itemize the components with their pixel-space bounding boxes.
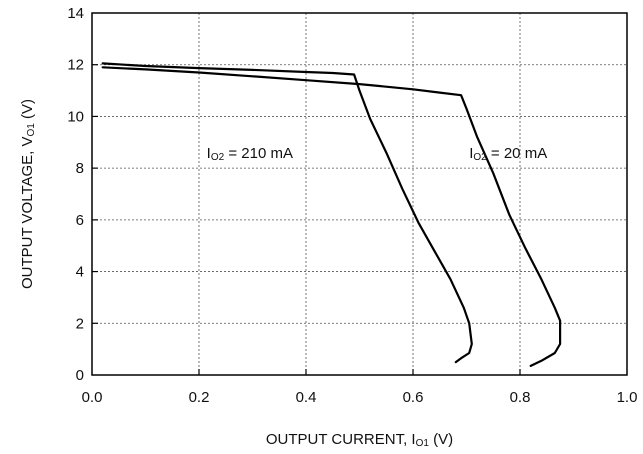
y-tick-label: 2 bbox=[76, 315, 84, 332]
y-tick-label: 6 bbox=[76, 212, 84, 229]
y-axis-title: OUTPUT VOLTAGE, VO1 (V) bbox=[19, 99, 37, 289]
y-tick-label: 10 bbox=[67, 108, 84, 125]
y-tick-label: 0 bbox=[76, 367, 84, 384]
y-tick-label: 14 bbox=[67, 5, 84, 22]
series-line-1 bbox=[101, 62, 473, 364]
x-tick-label: 1.0 bbox=[617, 389, 638, 406]
curve-labels: IO2 = 210 mA IO2 = 20 mA bbox=[207, 145, 548, 163]
series-label-1: IO2 = 210 mA bbox=[207, 145, 293, 163]
x-tick-label: 0.2 bbox=[189, 389, 210, 406]
y-tick-label: 12 bbox=[67, 57, 84, 74]
plot-frame bbox=[91, 12, 628, 376]
x-tick-label: 0.8 bbox=[510, 389, 531, 406]
axis-ticks: 0.0 0.2 0.4 0.6 0.8 1.0 0 2 4 6 8 10 12 14 bbox=[67, 5, 637, 406]
series-line-2 bbox=[101, 66, 562, 367]
x-tick-label: 0.6 bbox=[403, 389, 424, 406]
x-tick-label: 0.4 bbox=[296, 389, 317, 406]
series-lines bbox=[101, 62, 562, 367]
x-tick-label: 0.0 bbox=[82, 389, 103, 406]
series-label-2: IO2 = 20 mA bbox=[469, 145, 547, 163]
y-tick-label: 4 bbox=[76, 264, 84, 281]
x-axis-title: OUTPUT CURRENT, IO1 (V) bbox=[266, 431, 453, 449]
y-tick-label: 8 bbox=[76, 160, 84, 177]
